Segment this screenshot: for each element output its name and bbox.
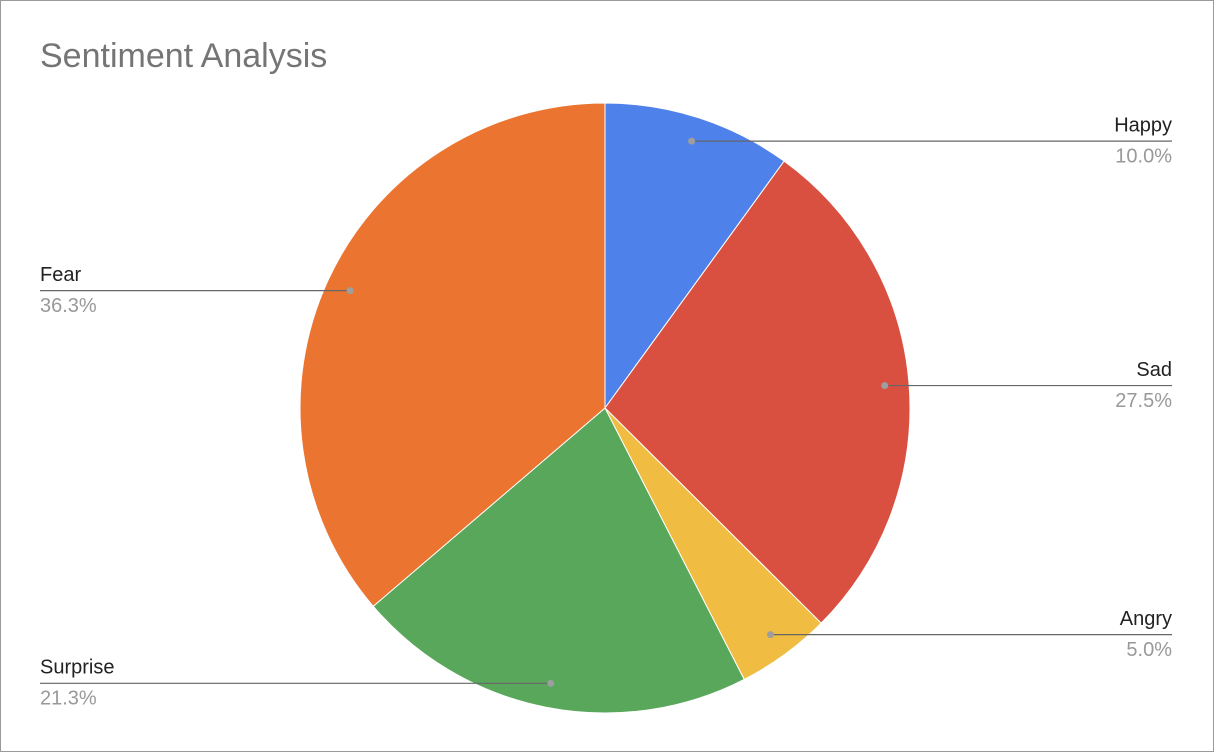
slice-label: Sad (1136, 359, 1172, 381)
slice-value-label: 10.0% (1115, 145, 1172, 167)
slice-label: Happy (1114, 114, 1172, 136)
slice-label: Surprise (40, 657, 114, 679)
leader-dot (688, 137, 696, 145)
pie-slice (604, 102, 785, 410)
pie-slice (372, 407, 745, 714)
slice-value-label: 21.3% (40, 688, 97, 710)
leader-dot (881, 382, 889, 390)
slice-label: Fear (40, 264, 81, 286)
slice-value-label: 36.3% (40, 295, 97, 317)
slice-value-label: 5.0% (1126, 639, 1172, 661)
pie-slice (604, 160, 911, 624)
slice-label: Angry (1120, 608, 1172, 630)
pie-slice (299, 102, 606, 607)
slice-value-label: 27.5% (1115, 390, 1172, 412)
leader-dot (547, 679, 555, 687)
chart-title: Sentiment Analysis (40, 37, 327, 75)
leader-dot (767, 631, 775, 639)
leader-dot (346, 287, 354, 295)
